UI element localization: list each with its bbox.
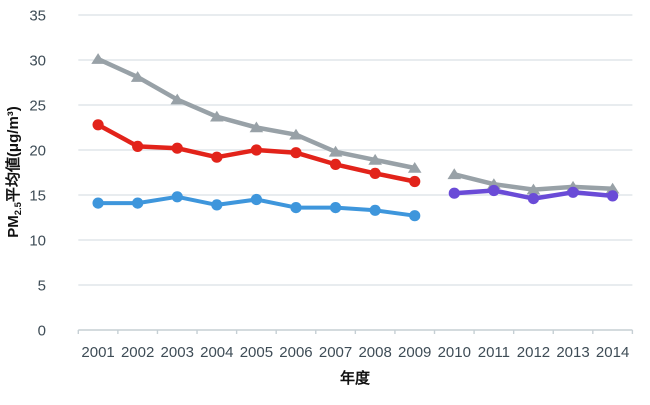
- x-tick-label-2011: 2011: [478, 344, 510, 361]
- y-tick-label-30: 30: [29, 52, 46, 69]
- marker-circle-blue-circle-2001-2009-2001: [92, 197, 104, 209]
- marker-triangle-gray-triangle-2001-2009-2008: [368, 153, 382, 165]
- marker-circle-red-circle-2001-2009-2008: [369, 167, 381, 179]
- x-tick-label-2007: 2007: [319, 344, 352, 361]
- x-tick-label-2002: 2002: [121, 344, 154, 361]
- y-tick-label-5: 5: [38, 277, 46, 294]
- marker-circle-purple-circle-2010-2014-2011: [488, 184, 500, 197]
- marker-circle-blue-circle-2001-2009-2004: [211, 199, 223, 211]
- x-axis-title: 年度: [340, 369, 371, 387]
- marker-triangle-gray-triangle-2001-2009-2006: [289, 128, 303, 140]
- y-tick-label-35: 35: [29, 7, 46, 24]
- marker-circle-purple-circle-2010-2014-2014: [607, 190, 619, 202]
- x-tick-label-2008: 2008: [358, 344, 391, 361]
- marker-circle-red-circle-2001-2009-2004: [211, 151, 223, 163]
- marker-triangle-gray-triangle-2010-2014-2012: [526, 183, 541, 195]
- x-tick-label-2003: 2003: [161, 344, 194, 361]
- marker-triangle-gray-triangle-2001-2009-2002: [130, 71, 145, 82]
- marker-triangle-gray-triangle-2001-2009-2003: [170, 93, 185, 105]
- y-tick-labels-layer: 0 5 10 15 20 25 30 35: [29, 7, 46, 339]
- x-tick-label-2001: 2001: [81, 344, 114, 361]
- y-tick-label-0: 0: [38, 322, 46, 339]
- series-layer: [91, 53, 620, 222]
- gridlines-layer: [78, 14, 633, 286]
- x-axis-layer: [77, 329, 634, 334]
- x-tick-label-2004: 2004: [200, 344, 233, 361]
- marker-circle-blue-circle-2001-2009-2002: [132, 197, 144, 209]
- marker-circle-blue-circle-2001-2009-2006: [290, 202, 302, 214]
- marker-circle-blue-circle-2001-2009-2007: [329, 202, 342, 214]
- marker-triangle-gray-triangle-2001-2009-2009: [407, 162, 422, 173]
- marker-triangle-gray-triangle-2001-2009-2005: [249, 121, 264, 133]
- marker-circle-red-circle-2001-2009-2005: [250, 144, 263, 156]
- marker-triangle-gray-triangle-2001-2009-2004: [210, 110, 224, 122]
- marker-triangle-gray-triangle-2001-2009-2007: [328, 145, 343, 157]
- marker-circle-purple-circle-2010-2014-2012: [527, 193, 540, 205]
- x-tick-label-2012: 2012: [517, 344, 550, 361]
- marker-triangle-gray-triangle-2001-2009-2001: [91, 53, 105, 64]
- y-axis-title: PM2.5平均値(μg/m³): [4, 106, 24, 238]
- marker-circle-blue-circle-2001-2009-2008: [369, 204, 381, 216]
- marker-circle-purple-circle-2010-2014-2010: [448, 187, 460, 199]
- marker-circle-red-circle-2001-2009-2003: [171, 142, 183, 154]
- marker-triangle-gray-triangle-2010-2014-2014: [605, 182, 620, 194]
- x-tick-label-2005: 2005: [240, 344, 273, 361]
- y-tick-label-15: 15: [29, 187, 46, 204]
- marker-circle-red-circle-2001-2009-2002: [132, 140, 144, 152]
- marker-circle-red-circle-2001-2009-2007: [329, 158, 342, 170]
- y-tick-label-10: 10: [29, 232, 46, 249]
- marker-circle-red-circle-2001-2009-2009: [409, 175, 421, 188]
- x-tick-label-2006: 2006: [279, 344, 312, 361]
- x-tick-label-2014: 2014: [596, 344, 629, 361]
- marker-circle-blue-circle-2001-2009-2003: [171, 191, 183, 203]
- marker-triangle-gray-triangle-2010-2014-2010: [447, 168, 462, 180]
- marker-circle-purple-circle-2010-2014-2013: [567, 186, 579, 198]
- marker-circle-red-circle-2001-2009-2001: [92, 119, 104, 131]
- y-tick-label-25: 25: [29, 97, 46, 114]
- y-axis-title-text: PM2.5平均値(μg/m³): [4, 106, 24, 238]
- x-tick-label-2013: 2013: [556, 344, 589, 361]
- x-tick-label-2009: 2009: [398, 344, 431, 361]
- x-tick-labels-layer: 2001 2002 2003 2004 2005 2006 2007 2008 2009 2010…: [81, 344, 629, 361]
- marker-circle-blue-circle-2001-2009-2009: [409, 210, 421, 222]
- marker-circle-red-circle-2001-2009-2006: [290, 147, 302, 159]
- marker-circle-blue-circle-2001-2009-2005: [250, 193, 263, 206]
- x-tick-label-2010: 2010: [438, 344, 471, 361]
- y-tick-label-20: 20: [29, 142, 46, 159]
